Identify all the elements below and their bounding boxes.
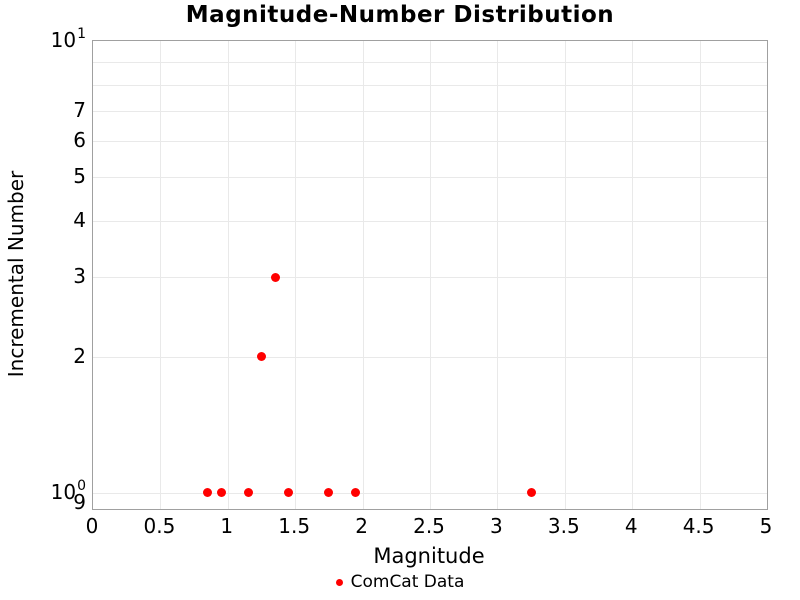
x-axis-label: Magnitude <box>373 544 485 568</box>
x-tick-label: 1.5 <box>278 514 311 538</box>
y-tick-label: 3 <box>73 264 86 289</box>
data-point <box>324 488 334 498</box>
x-tick-label: 5 <box>759 514 773 538</box>
x-gridline <box>699 41 701 509</box>
y-tick-label: 4 <box>73 207 86 232</box>
x-tick-label: 1 <box>220 514 234 538</box>
data-point <box>203 488 213 498</box>
x-gridline <box>160 41 162 509</box>
x-tick-label: 0.5 <box>143 514 176 538</box>
x-gridline <box>430 41 431 509</box>
x-gridline <box>632 41 634 509</box>
data-point <box>243 488 253 498</box>
x-gridline <box>362 41 364 509</box>
y-tick-label: 2 <box>73 343 86 368</box>
data-point <box>257 352 266 362</box>
x-tick-label: 2 <box>355 514 368 538</box>
y-tick-exponent: 0 <box>77 477 86 494</box>
legend-marker-icon <box>335 578 343 586</box>
x-tick-label: 2.5 <box>413 514 445 538</box>
y-tick-label: 6 <box>73 128 86 153</box>
x-tick-label: 4 <box>624 514 638 538</box>
chart-title: Magnitude-Number Distribution <box>185 2 615 28</box>
x-gridline <box>295 41 297 509</box>
plot-area <box>92 40 768 510</box>
y-tick-label: 100 <box>50 477 86 504</box>
x-tick-label: 3.5 <box>547 514 580 538</box>
y-tick-label: 5 <box>73 164 86 188</box>
data-point <box>284 488 293 498</box>
data-point <box>270 272 280 282</box>
x-tick-label: 0 <box>85 514 99 538</box>
x-gridline <box>227 41 229 509</box>
y-tick-label: 101 <box>50 26 86 52</box>
x-tick-label: 4.5 <box>682 514 715 538</box>
data-point <box>351 488 361 498</box>
y-tick-label: 7 <box>73 98 86 122</box>
x-tick-label: 3 <box>490 514 503 538</box>
legend: ComCat Data <box>0 572 800 592</box>
legend-label: ComCat Data <box>350 572 465 592</box>
y-tick-exponent: 1 <box>77 26 86 42</box>
data-point <box>216 488 226 498</box>
x-gridline <box>564 41 566 509</box>
data-point <box>526 488 536 498</box>
x-gridline <box>497 41 499 509</box>
y-tick-label: 9 <box>73 490 86 514</box>
